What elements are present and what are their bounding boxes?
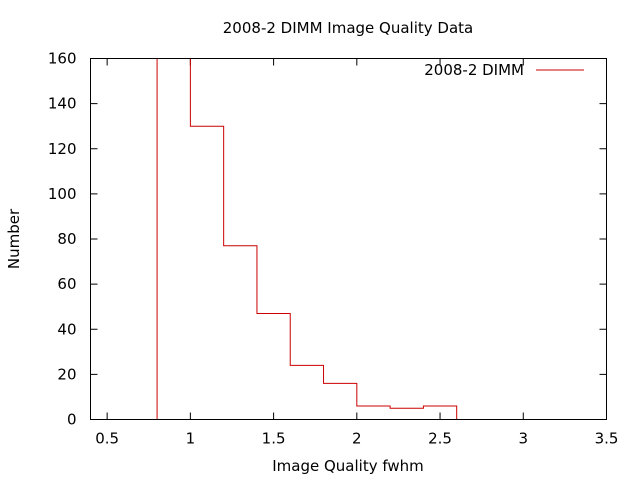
y-tick-label: 140 bbox=[48, 95, 77, 113]
y-tick-label: 120 bbox=[48, 140, 77, 158]
legend: 2008-2 DIMM bbox=[424, 61, 584, 79]
x-tick-label: 2.5 bbox=[428, 430, 452, 448]
series-line bbox=[156, 58, 458, 420]
legend-label: 2008-2 DIMM bbox=[424, 61, 524, 79]
x-tick-label: 2 bbox=[352, 430, 362, 448]
y-tick-label: 160 bbox=[48, 50, 77, 68]
plot-frame bbox=[90, 58, 607, 420]
x-tick-label: 3 bbox=[519, 430, 529, 448]
x-tick-label: 1 bbox=[186, 430, 196, 448]
x-tick-label: 0.5 bbox=[95, 430, 119, 448]
x-axis-label: Image Quality fwhm bbox=[272, 457, 424, 475]
y-tick-label: 100 bbox=[48, 185, 77, 203]
y-tick-label: 80 bbox=[57, 230, 76, 248]
y-tick-label: 60 bbox=[57, 275, 76, 293]
x-tick-label: 1.5 bbox=[262, 430, 286, 448]
x-tick-label: 3.5 bbox=[595, 430, 619, 448]
y-axis-label: Number bbox=[5, 208, 23, 269]
y-tick-label: 0 bbox=[67, 411, 77, 429]
chart-title: 2008-2 DIMM Image Quality Data bbox=[223, 19, 473, 37]
y-tick-label: 20 bbox=[57, 365, 76, 383]
y-tick-label: 40 bbox=[57, 320, 76, 338]
